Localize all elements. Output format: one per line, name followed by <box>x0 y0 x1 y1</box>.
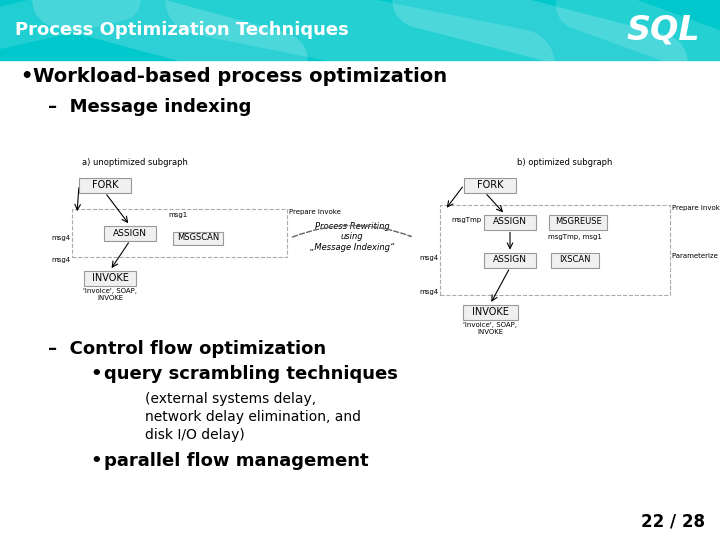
Bar <box>0 0 720 60</box>
Text: •: • <box>90 365 102 383</box>
Bar <box>484 214 536 230</box>
Text: ASSIGN: ASSIGN <box>493 218 527 226</box>
Bar <box>462 305 518 320</box>
Text: FORK: FORK <box>477 180 503 190</box>
Bar <box>464 178 516 192</box>
Text: Prepare Invoke: Prepare Invoke <box>289 209 341 215</box>
Bar <box>72 209 287 257</box>
Text: a) unoptimized subgraph: a) unoptimized subgraph <box>82 158 188 167</box>
Text: ASSIGN: ASSIGN <box>493 255 527 265</box>
Bar <box>104 226 156 240</box>
Bar <box>79 178 131 192</box>
Text: MSGREUSE: MSGREUSE <box>554 218 601 226</box>
Text: Prepare Invoke: Prepare Invoke <box>672 205 720 211</box>
Text: MSGSCAN: MSGSCAN <box>177 233 219 242</box>
Bar <box>84 271 136 286</box>
Bar <box>484 253 536 267</box>
Text: msgTmp, msg1: msgTmp, msg1 <box>548 234 602 240</box>
Text: 'Invoice', SOAP,
INVOKE: 'Invoice', SOAP, INVOKE <box>463 321 517 334</box>
Text: b) optimized subgraph: b) optimized subgraph <box>517 158 613 167</box>
Text: Process Rewriting
using
„Message Indexing“: Process Rewriting using „Message Indexin… <box>310 222 394 252</box>
Bar <box>440 205 670 295</box>
Text: INVOKE: INVOKE <box>91 273 128 283</box>
Text: ASSIGN: ASSIGN <box>113 228 147 238</box>
Text: Parameterize msg: Parameterize msg <box>672 253 720 259</box>
Text: –  Message indexing: – Message indexing <box>48 98 251 116</box>
Text: msg4: msg4 <box>419 255 438 261</box>
Text: query scrambling techniques: query scrambling techniques <box>104 365 398 383</box>
Text: Workload-based process optimization: Workload-based process optimization <box>33 67 447 86</box>
Text: disk I/O delay): disk I/O delay) <box>145 428 245 442</box>
Text: IXSCAN: IXSCAN <box>559 255 590 265</box>
Bar <box>551 253 599 267</box>
Text: msg4: msg4 <box>419 289 438 295</box>
Text: msg4: msg4 <box>51 257 70 263</box>
Text: SQL: SQL <box>626 14 700 47</box>
Text: msg1: msg1 <box>168 212 188 218</box>
Text: msgTmp: msgTmp <box>452 217 482 223</box>
Text: Process Optimization Techniques: Process Optimization Techniques <box>15 21 348 39</box>
Text: msg4: msg4 <box>51 235 70 241</box>
Text: 22 / 28: 22 / 28 <box>641 512 705 530</box>
Text: •: • <box>20 67 32 86</box>
Text: (external systems delay,: (external systems delay, <box>145 392 316 406</box>
Text: FORK: FORK <box>91 180 118 190</box>
Bar <box>173 232 223 245</box>
Text: INVOKE: INVOKE <box>472 307 508 317</box>
Text: 'Invoice', SOAP,
INVOKE: 'Invoice', SOAP, INVOKE <box>83 287 137 300</box>
Text: –  Control flow optimization: – Control flow optimization <box>48 340 326 358</box>
Text: •: • <box>90 452 102 470</box>
Bar <box>549 214 607 230</box>
Text: parallel flow management: parallel flow management <box>104 452 369 470</box>
Text: network delay elimination, and: network delay elimination, and <box>145 410 361 424</box>
FancyArrowPatch shape <box>292 225 411 237</box>
